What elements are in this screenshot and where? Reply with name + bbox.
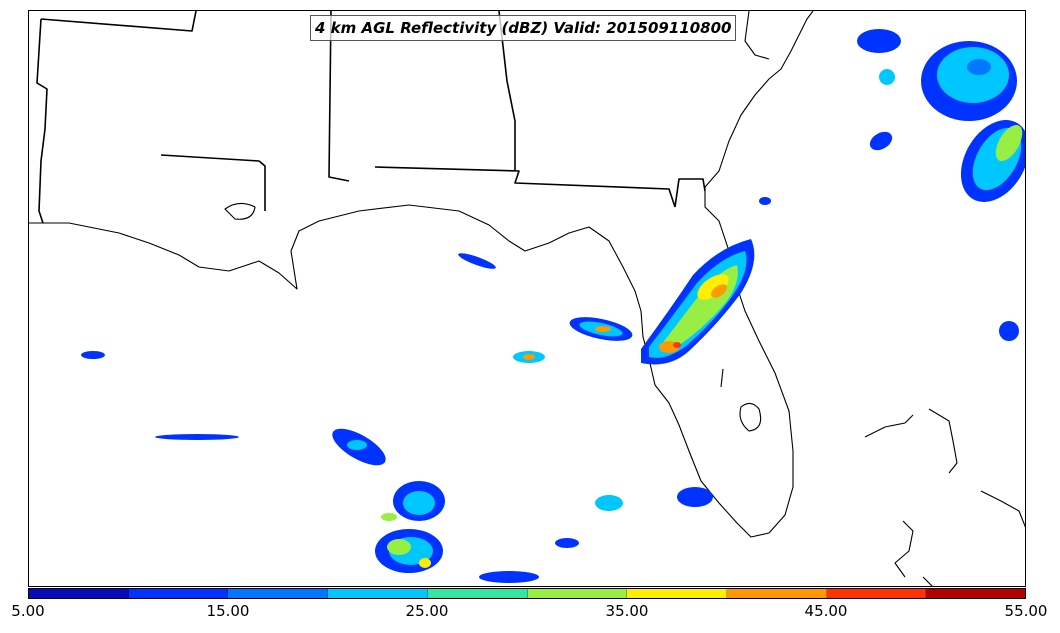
colorbar-segment — [228, 589, 329, 598]
colorbar-segment — [328, 589, 428, 598]
colorbar-tick-label: 35.00 — [605, 602, 649, 620]
state-borders — [36, 11, 706, 224]
colorbar-tick-label: 5.00 — [11, 602, 45, 620]
colorbar-tick-label: 55.00 — [1004, 602, 1048, 620]
colorbar-tick-label: 15.00 — [206, 602, 250, 620]
colorbar-segment — [726, 589, 827, 598]
colorbar-segment — [427, 589, 528, 598]
reflectivity-map — [29, 11, 1025, 586]
map-title: 4 km AGL Reflectivity (dBZ) Valid: 20150… — [310, 15, 737, 41]
colorbar-tick-label: 45.00 — [804, 602, 848, 620]
colorbar-segment — [29, 589, 129, 598]
colorbar-tick-label: 25.00 — [405, 602, 449, 620]
colorbar-segment — [627, 589, 727, 598]
map-panel — [28, 10, 1026, 587]
colorbar-segment — [926, 589, 1026, 598]
coastline — [29, 11, 1025, 586]
colorbar-segment — [527, 589, 628, 598]
colorbar-segment — [128, 589, 229, 598]
colorbar-segment — [826, 589, 927, 598]
colorbar — [28, 588, 1026, 599]
radar-echoes — [81, 29, 1025, 583]
